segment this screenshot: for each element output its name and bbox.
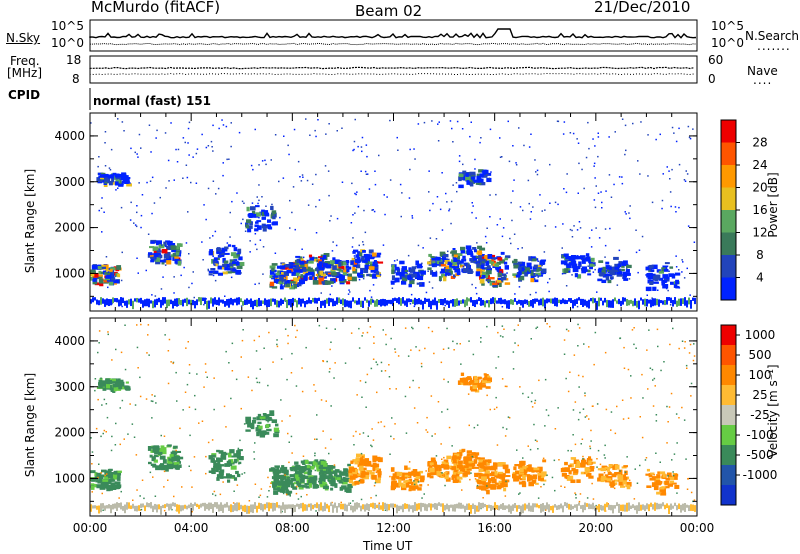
power-ytick-label: 4000	[54, 129, 85, 143]
freq-panel-frame	[89, 55, 698, 84]
power-colorbar-tick-label: 12	[752, 226, 767, 240]
velocity-colorbar-segment	[721, 325, 736, 345]
nave-dots: ....	[753, 73, 773, 87]
cpid-value: normal (fast) 151	[93, 94, 211, 108]
noise-left-tick-top: 10^5	[51, 19, 84, 33]
cpid-label: CPID	[8, 88, 41, 102]
velocity-colorbar-segment	[721, 425, 736, 445]
noise-left-tick-bottom: 10^0	[51, 36, 84, 50]
freq-unit-label: [MHz]	[7, 66, 43, 80]
velocity-colorbar-segment	[721, 465, 736, 485]
power-ytick-label: 2000	[54, 221, 85, 235]
power-panel	[90, 118, 696, 310]
freq-left-tick-bottom: 8	[72, 72, 80, 86]
power-colorbar-segment	[721, 277, 736, 300]
velocity-colorbar-tick-label: 100	[749, 368, 772, 382]
velocity-colorbar-tick-label: 1000	[745, 328, 776, 342]
x-tick-label: 00:00	[680, 521, 715, 535]
power-colorbar-tick-label: 4	[756, 271, 764, 285]
velocity-ytick-label: 1000	[54, 471, 85, 485]
freq-line	[89, 66, 695, 70]
freq-right-tick-top: 60	[708, 53, 724, 67]
velocity-colorbar-tick-label: -1000	[743, 468, 778, 482]
velocity-ytick-label: 4000	[54, 334, 85, 348]
power-ytick-label: 1000	[54, 266, 85, 280]
x-tick-label: 12:00	[376, 521, 411, 535]
freq-right-tick-bottom: 0	[708, 72, 716, 86]
velocity-colorbar-segment	[721, 485, 736, 505]
power-colorbar-tick-label: 20	[752, 181, 767, 195]
power-colorbar-tick-label: 28	[752, 136, 767, 150]
velocity-panel	[90, 323, 696, 515]
velocity-colorbar-segment	[721, 445, 736, 465]
power-colorbar-segment	[721, 255, 736, 278]
x-axis-title: Time UT	[363, 539, 413, 553]
noise-right-tick-bottom: 10^0	[711, 36, 744, 50]
velocity-colorbar-segment	[721, 365, 736, 385]
x-tick-label: 04:00	[174, 521, 209, 535]
power-colorbar-tick-label: 24	[752, 158, 767, 172]
velocity-colorbar-tick-label: -100	[746, 428, 773, 442]
velocity-colorbar-segment	[721, 405, 736, 425]
power-colorbar-segment	[721, 232, 736, 255]
power-colorbar-segment	[721, 165, 736, 188]
velocity-colorbar-segment	[721, 385, 736, 405]
freq-label: Freq.	[10, 54, 40, 68]
freq-left-tick-top: 18	[66, 53, 82, 67]
velocity-ytick-label: 2000	[54, 426, 85, 440]
velocity-ytick-label: 3000	[54, 380, 85, 394]
x-tick-label: 00:00	[73, 521, 108, 535]
noise-search-dots: .......	[757, 39, 791, 53]
power-colorbar-segment	[721, 142, 736, 165]
power-ytick-label: 3000	[54, 175, 85, 189]
noise-search-line	[89, 42, 697, 46]
velocity-colorbar-tick-label: 25	[752, 388, 767, 402]
power-colorbar-segment	[721, 210, 736, 233]
noise-sky-line	[89, 28, 697, 39]
power-colorbar-tick-label: 16	[752, 203, 767, 217]
velocity-colorbar-tick-label: 500	[749, 348, 772, 362]
noise-panel-frame	[89, 19, 698, 52]
beam-title: Beam 02	[355, 2, 423, 20]
nave-line	[89, 72, 695, 76]
noise-right-tick-top: 10^5	[711, 19, 744, 33]
noise-sky-label: N.Sky	[6, 31, 41, 45]
noise-search-label: N.Search	[745, 29, 800, 43]
station-title: McMurdo (fitACF)	[91, 0, 221, 16]
x-tick-label: 16:00	[477, 521, 512, 535]
power-colorbar-segment	[721, 187, 736, 210]
nave-label: Nave	[747, 64, 778, 78]
date-title: 21/Dec/2010	[594, 0, 691, 16]
x-tick-label: 08:00	[275, 521, 310, 535]
velocity-colorbar-segment	[721, 345, 736, 365]
velocity-colorbar-tick-label: -500	[746, 448, 773, 462]
power-colorbar-segment	[721, 120, 736, 143]
velocity-colorbar-tick-label: -25	[750, 408, 770, 422]
x-tick-label: 20:00	[579, 521, 614, 535]
power-colorbar-tick-label: 8	[756, 248, 764, 262]
